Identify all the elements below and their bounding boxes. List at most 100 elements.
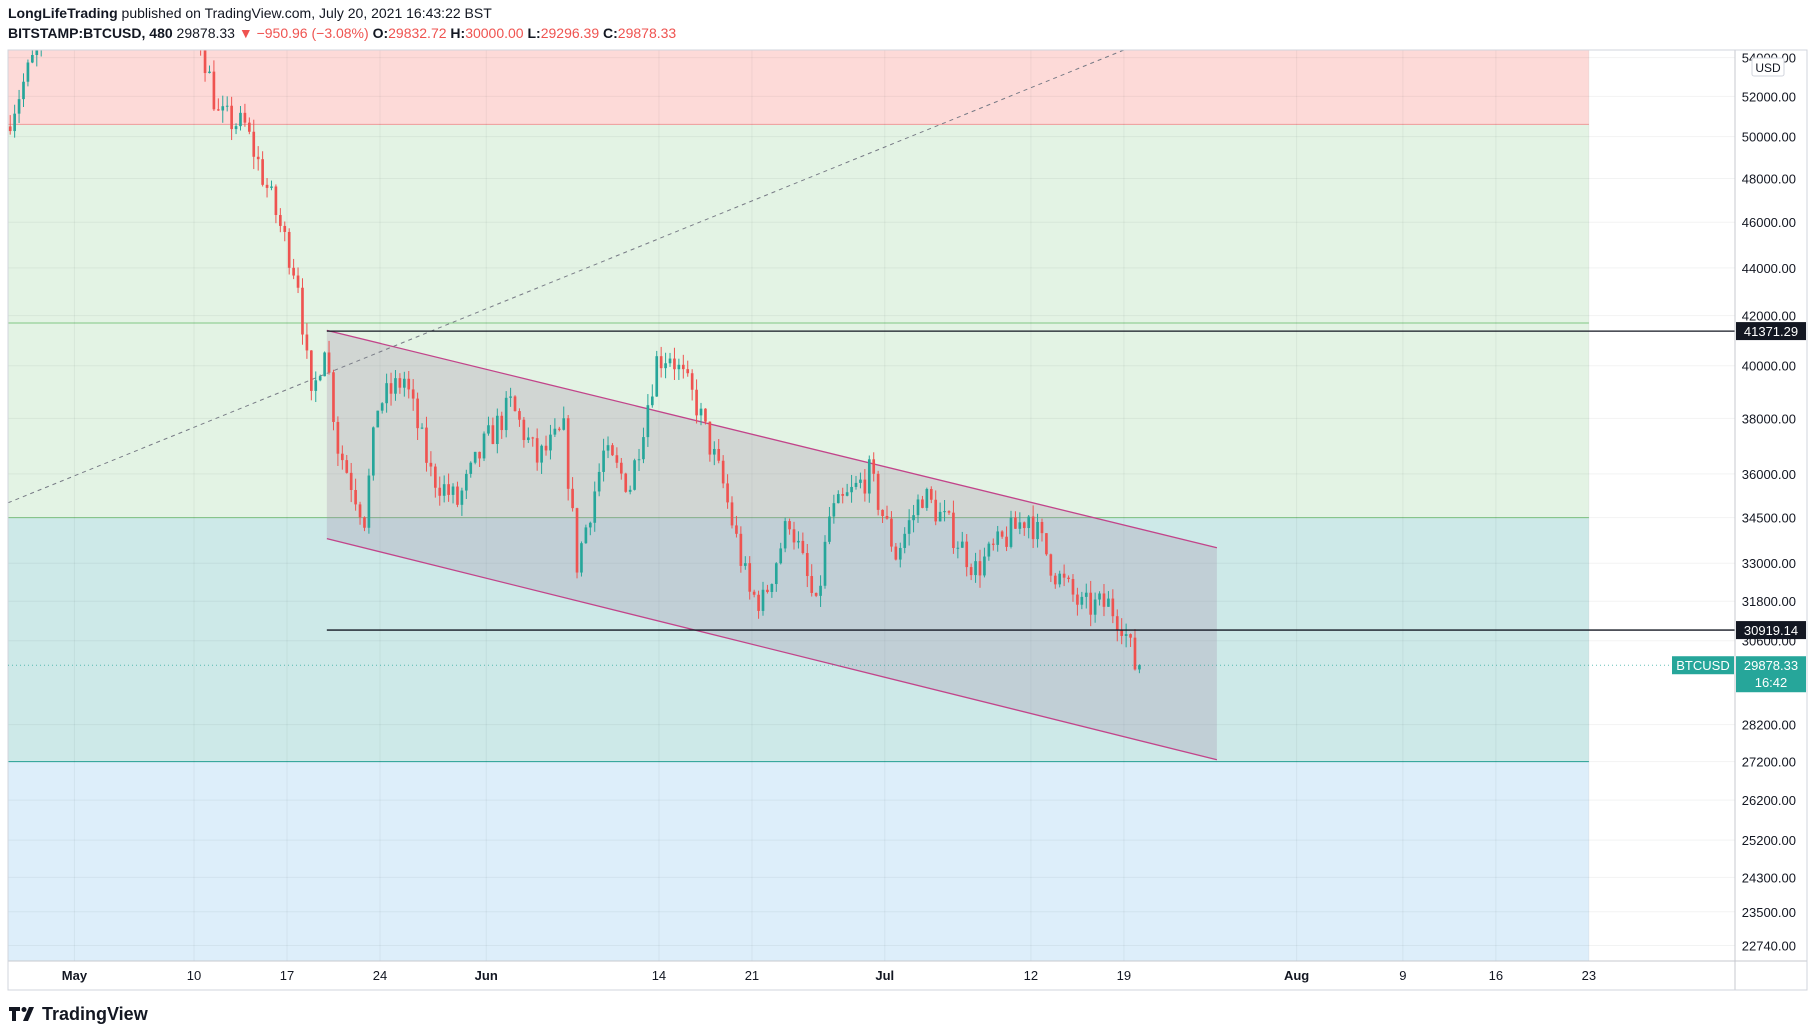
candle-body: [323, 352, 326, 377]
channel-upper-line[interactable]: [326, 329, 1218, 549]
y-tick-label: 22740.00: [1742, 939, 1796, 954]
candle: [637, 448, 641, 472]
candle: [836, 490, 840, 504]
hline-tag-bg-0: [1736, 322, 1806, 341]
candle-body: [230, 105, 233, 130]
candle-body: [1031, 516, 1035, 540]
candle-body: [394, 378, 397, 394]
last-price-value: 29878.33: [1744, 658, 1798, 673]
candle-body: [491, 425, 495, 445]
last-price: 29878.33: [176, 25, 235, 41]
candle: [894, 542, 898, 561]
candle: [402, 371, 406, 397]
candle-body: [301, 287, 304, 335]
price-change: ▼ −950.96 (−3.08%): [238, 25, 369, 41]
dashed-trendline-line[interactable]: [8, 50, 1125, 504]
candle: [898, 542, 902, 568]
candle-body: [969, 567, 973, 576]
candle: [863, 469, 867, 502]
candle: [1009, 510, 1013, 549]
candle-body: [628, 489, 632, 492]
candle-body: [921, 499, 924, 508]
candle: [513, 395, 517, 412]
candle: [1071, 574, 1075, 602]
candle: [810, 564, 814, 597]
candle: [394, 370, 397, 401]
candle: [611, 443, 614, 457]
hline-tag-1: 30919.14: [1744, 623, 1798, 638]
tradingview-logo[interactable]: TradingView: [8, 1000, 148, 1028]
candle: [774, 562, 778, 592]
candle: [974, 552, 977, 583]
author-name[interactable]: LongLifeTrading: [8, 5, 118, 21]
candle-body: [1115, 616, 1119, 630]
candle: [301, 278, 304, 345]
time-axis[interactable]: May 10 17 24 Jun 14 21 Jul 12 19 Aug 9 16 23: [62, 968, 1596, 983]
y-tick-label: 36000.00: [1742, 467, 1796, 482]
candle-body: [650, 396, 654, 406]
candle-body: [1129, 634, 1132, 638]
candle: [456, 481, 459, 508]
candle: [872, 452, 876, 482]
candle: [960, 531, 964, 548]
candle: [566, 415, 570, 501]
candle: [1000, 530, 1004, 539]
candle-body: [212, 71, 216, 110]
candle-body: [797, 540, 800, 543]
candle: [801, 532, 805, 555]
symbol-label[interactable]: BITSTAMP:BTCUSD, 480: [8, 25, 173, 41]
dashed-trendline[interactable]: [8, 50, 1125, 504]
channel-lower-line[interactable]: [326, 537, 1218, 761]
x-tick-label: 17: [280, 968, 294, 983]
candle: [859, 472, 862, 489]
candle-body: [1076, 594, 1079, 605]
candle: [256, 146, 260, 171]
candle-body: [881, 509, 884, 516]
candle: [553, 418, 557, 437]
x-tick-label: Jul: [875, 968, 894, 983]
candle-body: [8, 126, 12, 132]
candles: [8, 50, 1141, 674]
candle-body: [495, 415, 499, 445]
candle-body: [867, 459, 871, 494]
candle: [726, 474, 729, 509]
candle: [659, 346, 663, 378]
candle: [668, 352, 672, 367]
candle-body: [287, 231, 291, 268]
candle-body: [805, 553, 809, 577]
candle: [433, 463, 437, 498]
candle-body: [39, 50, 43, 51]
candle: [1098, 591, 1101, 606]
publish-line: LongLifeTrading published on TradingView…: [8, 4, 492, 22]
candle-body: [203, 50, 207, 74]
candle: [261, 151, 264, 187]
candle: [389, 372, 393, 406]
candle-body: [1133, 637, 1137, 670]
candle-body: [774, 563, 778, 585]
candle: [203, 50, 207, 82]
candle-body: [766, 589, 769, 593]
candle: [1115, 609, 1119, 642]
currency-label: USD: [1755, 61, 1781, 75]
candle-body: [779, 548, 783, 564]
candle: [783, 517, 787, 553]
candle: [522, 416, 526, 448]
candle-body: [571, 488, 574, 509]
candle: [952, 500, 955, 554]
currency-badge[interactable]: [1751, 57, 1785, 77]
price-zone-1: [8, 322, 1589, 518]
price-axis[interactable]: 54000.0052000.0050000.0048000.0046000.00…: [1742, 51, 1796, 954]
open-value: 29832.72: [388, 25, 447, 41]
candle: [336, 416, 340, 466]
horizontal-lines[interactable]: [326, 330, 1735, 631]
y-tick-label: 33000.00: [1742, 556, 1796, 571]
high-label: H:: [450, 25, 466, 41]
candle: [279, 208, 282, 233]
candle-body: [274, 186, 278, 216]
candle-body: [535, 438, 539, 463]
candle-body: [699, 408, 703, 416]
candle: [287, 228, 291, 275]
ohlc-legend: BITSTAMP:BTCUSD, 480 29878.33 ▼ −950.96 …: [8, 24, 676, 42]
candle-body: [823, 541, 827, 586]
